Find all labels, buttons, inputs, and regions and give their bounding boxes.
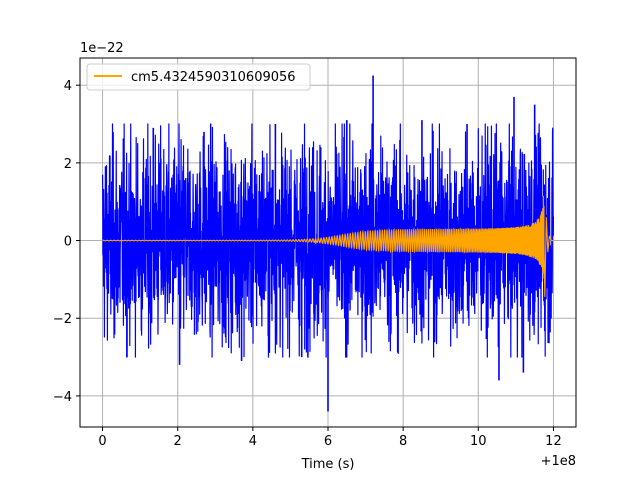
legend: cm5.4324590310609056 xyxy=(86,63,311,91)
x-tick-label: 4 xyxy=(249,434,257,449)
y-scale-label: 1e−22 xyxy=(80,41,124,56)
plot-area xyxy=(101,75,555,412)
x-offset-label: +1e8 xyxy=(541,454,576,469)
x-tick-label: 0 xyxy=(98,434,106,449)
x-tick-label: 12 xyxy=(545,434,562,449)
x-tick-label: 2 xyxy=(174,434,182,449)
y-tick-label: −4 xyxy=(53,390,72,405)
y-tick-label: 0 xyxy=(64,235,72,250)
x-axis-label: Time (s) xyxy=(301,457,355,472)
y-tick-label: 4 xyxy=(64,79,72,94)
legend-label: cm5.4324590310609056 xyxy=(131,70,296,85)
y-tick-label: −2 xyxy=(53,312,72,327)
x-tick-label: 6 xyxy=(324,434,332,449)
chirp-series-line xyxy=(102,195,554,297)
legend-box xyxy=(86,63,311,91)
x-tick-label: 10 xyxy=(470,434,487,449)
x-tick-label: 8 xyxy=(399,434,407,449)
axis-ticks: 0 2 4 6 8 10 12 4 2 0 −2 −4 xyxy=(53,79,562,449)
y-tick-label: 2 xyxy=(64,157,72,172)
